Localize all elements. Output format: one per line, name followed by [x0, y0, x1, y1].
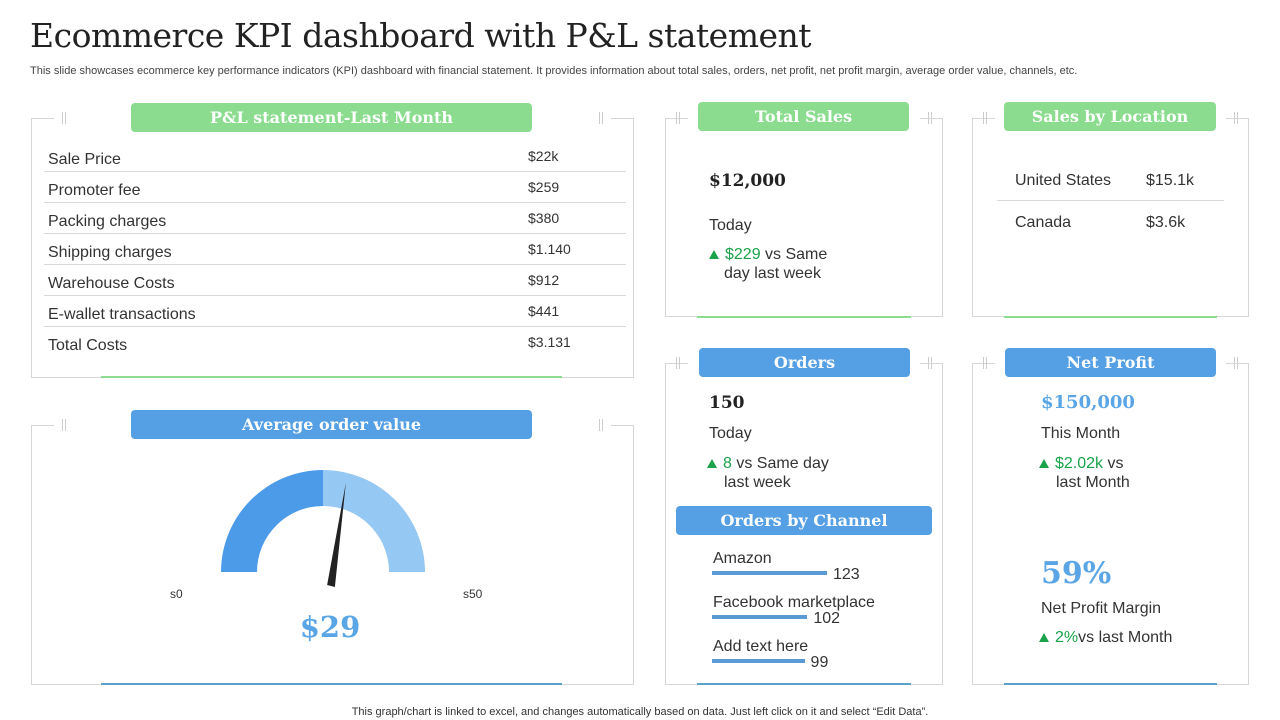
pl-row-label: Sale Price	[48, 151, 121, 168]
pl-row: Total Costs $3.131	[44, 327, 626, 358]
divider	[697, 316, 911, 318]
up-arrow-icon	[709, 250, 719, 259]
up-arrow-icon	[1039, 633, 1049, 642]
pl-row: Packing charges $380	[44, 203, 626, 234]
channel-value: 102	[813, 610, 841, 627]
gauge-needle	[327, 482, 346, 587]
pl-row-label: Promoter fee	[48, 182, 141, 199]
channel-bar	[712, 615, 808, 619]
gauge-max-label: s50	[463, 587, 483, 601]
pl-row: Warehouse Costs $912	[44, 265, 626, 296]
gauge-fill-right	[323, 470, 425, 572]
divider	[101, 683, 562, 685]
channel-name: Amazon	[713, 550, 772, 567]
total-sales-amount: $12,000	[709, 171, 786, 191]
net-profit-delta: $2.02k vs last Month	[1039, 454, 1130, 492]
location-country: United States	[1015, 172, 1112, 189]
up-arrow-icon	[707, 459, 717, 468]
net-profit-margin: 59%	[1041, 556, 1112, 591]
location-country: Canada	[1015, 214, 1072, 231]
channel-bar	[712, 659, 805, 663]
pl-row-label: Warehouse Costs	[48, 275, 175, 292]
pl-row-value: $380	[528, 210, 560, 226]
channel-name: Add text here	[713, 638, 809, 655]
net-profit-amount: $150,000	[1041, 392, 1135, 413]
up-arrow-icon	[1039, 459, 1049, 468]
pl-row-value: $3.131	[528, 334, 571, 350]
net-profit-margin-label: Net Profit Margin	[1041, 600, 1162, 617]
pl-row-value: $912	[528, 272, 560, 288]
channel-bar	[712, 571, 827, 575]
pl-row-value: $441	[528, 303, 560, 319]
pl-row-value: $259	[528, 179, 560, 195]
total-sales-header: Total Sales	[698, 102, 909, 131]
channel-name: Facebook marketplace	[713, 594, 875, 611]
divider	[1004, 683, 1217, 685]
sales-location-panel	[972, 112, 1249, 317]
divider	[1004, 316, 1217, 318]
orders-header: Orders	[699, 348, 910, 377]
pl-row-value: $1.140	[528, 241, 571, 257]
gauge-fill-left	[221, 470, 323, 572]
pl-row: Shipping charges $1.140	[44, 234, 626, 265]
divider	[101, 376, 562, 378]
divider	[997, 200, 1224, 201]
location-value: $3.6k	[1146, 214, 1186, 231]
pl-row-label: Packing charges	[48, 213, 167, 230]
orders-count: 150	[709, 393, 745, 413]
orders-channel-header: Orders by Channel	[676, 506, 932, 535]
page-subtitle: This slide showcases ecommerce key perfo…	[30, 65, 1078, 77]
pl-row: Sale Price $22k	[44, 141, 626, 172]
pl-row: E-wallet transactions $441	[44, 296, 626, 327]
aov-header: Average order value	[131, 410, 532, 439]
gauge-chart	[221, 470, 425, 587]
pl-row: Promoter fee $259	[44, 172, 626, 203]
gauge-min-label: s0	[170, 587, 183, 601]
pl-header: P&L statement-Last Month	[131, 103, 532, 132]
channel-value: 99	[810, 654, 829, 671]
location-value: $15.1k	[1146, 172, 1195, 189]
orders-period: Today	[709, 425, 752, 442]
pl-row-label: Total Costs	[48, 337, 128, 354]
total-sales-panel	[665, 112, 943, 317]
total-sales-delta: $229 vs Same day last week	[709, 245, 827, 283]
net-profit-header: Net Profit	[1005, 348, 1216, 377]
footer-note: This graph/chart is linked to excel, and…	[351, 706, 929, 718]
sales-location-header: Sales by Location	[1004, 102, 1216, 131]
net-profit-margin-delta: 2%vs last Month	[1039, 629, 1172, 647]
orders-delta: 8 vs Same day last week	[707, 454, 829, 492]
channel-value: 123	[833, 566, 860, 583]
page-title: Ecommerce KPI dashboard with P&L stateme…	[30, 16, 812, 55]
pl-row-label: E-wallet transactions	[48, 306, 196, 323]
divider	[697, 683, 911, 685]
net-profit-period: This Month	[1041, 425, 1121, 442]
aov-value: $29	[299, 610, 361, 644]
pl-row-label: Shipping charges	[48, 244, 172, 261]
pl-row-value: $22k	[528, 148, 559, 164]
total-sales-period: Today	[709, 217, 752, 234]
